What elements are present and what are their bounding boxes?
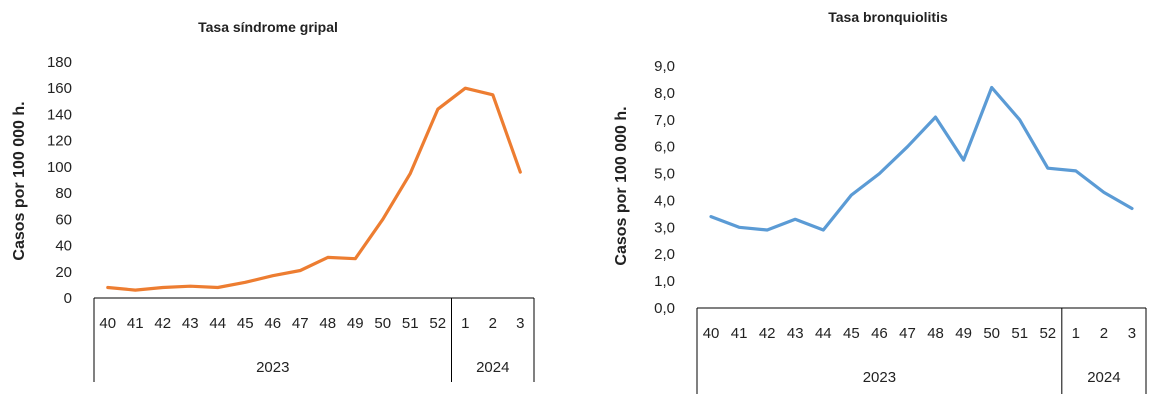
y-tick-label: 4,0	[654, 192, 675, 209]
x-tick-label: 51	[402, 315, 419, 332]
y-tick-label: 20	[55, 264, 72, 281]
y-tick-label: 120	[47, 133, 72, 150]
x-tick-label: 45	[843, 325, 860, 342]
x-tick-label: 49	[955, 325, 972, 342]
x-tick-label: 52	[429, 315, 446, 332]
y-tick-label: 0,0	[654, 300, 675, 317]
y-axis-label: Casos por 100 000 h.	[613, 106, 630, 265]
x-tick-label: 49	[347, 315, 364, 332]
y-tick-label: 40	[55, 238, 72, 255]
x-tick-label: 47	[899, 325, 916, 342]
y-tick-label: 180	[47, 54, 72, 71]
y-tick-label: 0	[64, 290, 72, 307]
x-group-label: 2024	[1087, 369, 1120, 386]
y-tick-label: 9,0	[654, 58, 675, 75]
chart-title: Tasa síndrome gripal	[198, 19, 338, 35]
y-tick-label: 6,0	[654, 139, 675, 156]
y-tick-label: 80	[55, 185, 72, 202]
x-tick-label: 48	[319, 315, 336, 332]
x-tick-label: 41	[127, 315, 144, 332]
y-tick-label: 2,0	[654, 246, 675, 263]
y-tick-label: 160	[47, 80, 72, 97]
x-tick-label: 44	[815, 325, 832, 342]
x-tick-label: 2	[1100, 325, 1108, 342]
y-tick-label: 140	[47, 106, 72, 123]
y-tick-label: 7,0	[654, 112, 675, 129]
x-group-label: 2023	[256, 359, 289, 376]
x-tick-label: 52	[1039, 325, 1056, 342]
x-tick-label: 42	[759, 325, 776, 342]
y-tick-label: 3,0	[654, 219, 675, 236]
chart-title: Tasa bronquiolitis	[828, 9, 948, 25]
x-tick-label: 3	[516, 315, 524, 332]
x-tick-label: 45	[237, 315, 254, 332]
x-tick-label: 1	[1072, 325, 1080, 342]
x-group-label: 2024	[476, 359, 509, 376]
x-tick-label: 47	[292, 315, 309, 332]
y-tick-label: 1,0	[654, 273, 675, 290]
x-tick-label: 43	[787, 325, 804, 342]
x-tick-label: 1	[461, 315, 469, 332]
y-tick-label: 100	[47, 159, 72, 176]
x-tick-label: 2	[489, 315, 497, 332]
x-tick-label: 3	[1128, 325, 1136, 342]
x-tick-label: 40	[703, 325, 720, 342]
y-axis-label: Casos por 100 000 h.	[11, 101, 28, 260]
x-tick-label: 50	[983, 325, 1000, 342]
x-tick-label: 46	[264, 315, 281, 332]
x-tick-label: 50	[374, 315, 391, 332]
x-tick-label: 44	[209, 315, 226, 332]
y-tick-label: 8,0	[654, 85, 675, 102]
chart-bronquiolitis: Tasa bronquiolitis Casos por 100 000 h. …	[613, 9, 1147, 394]
y-tick-label: 5,0	[654, 166, 675, 183]
series-line	[709, 85, 1134, 232]
x-tick-label: 42	[154, 315, 171, 332]
x-tick-label: 51	[1011, 325, 1028, 342]
x-tick-label: 40	[99, 315, 116, 332]
y-tick-label: 60	[55, 211, 72, 228]
chart-sindrome-gripal: Tasa síndrome gripal Casos por 100 000 h…	[11, 19, 535, 382]
series-line	[106, 86, 522, 292]
x-tick-label: 48	[927, 325, 944, 342]
x-tick-label: 43	[182, 315, 199, 332]
x-tick-label: 41	[731, 325, 748, 342]
x-tick-label: 46	[871, 325, 888, 342]
x-group-label: 2023	[863, 369, 896, 386]
